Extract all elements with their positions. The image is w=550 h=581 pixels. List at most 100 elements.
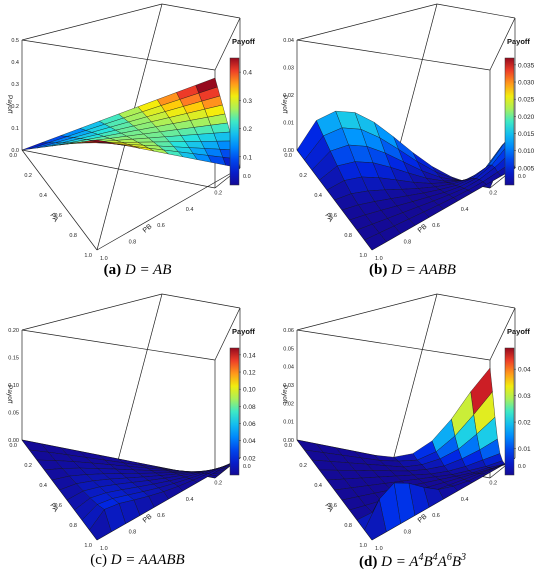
pb-tick-label: 0.8	[404, 530, 412, 536]
caption-formula-base: B	[451, 554, 461, 570]
pb-tick-label: 0.8	[129, 530, 137, 536]
colorbar: Payoff 0.4 0.3 0.2 0.1	[229, 37, 255, 186]
pa-axis-label: PA	[48, 502, 59, 514]
caption-formula-exponent: 4	[432, 552, 438, 563]
surface-cell	[89, 509, 112, 541]
colorbar-tick-label: 0.3	[243, 98, 252, 105]
box-edge	[296, 3, 438, 41]
pb-tick-label: 0.4	[461, 207, 469, 213]
z-tick-label: 0.15	[8, 356, 19, 362]
pa-tick-label: 1.0	[359, 253, 367, 259]
colorbar-tick-label: 0.005	[518, 165, 535, 172]
pa-tick-label: 0.0	[284, 153, 292, 159]
caption-formula-prefix: D =	[381, 554, 410, 570]
pa-tick-label: 0.8	[344, 523, 352, 529]
colorbar-gradient	[229, 347, 240, 476]
pb-tick-label: 0.0	[518, 464, 526, 470]
z-tick-label: 0.10	[8, 383, 19, 389]
pa-tick-label: 0.8	[344, 233, 352, 239]
colorbar-tick-label: 0.04	[518, 367, 531, 374]
colorbar-tick-label: 0.10	[243, 387, 256, 394]
colorbar-gradient	[504, 347, 515, 476]
caption-c: (c) D = AAABB	[0, 552, 275, 569]
pa-tick-label: 0.0	[9, 153, 17, 159]
z-tick-label: 0.04	[283, 365, 294, 371]
z-tick-label: 0.05	[8, 411, 19, 417]
pa-axis-label: PA	[48, 212, 59, 224]
surface-cell	[213, 131, 233, 142]
pa-tick-label: 0.2	[24, 173, 32, 179]
caption-letter: (d)	[359, 554, 378, 570]
z-axis: 0.5 0.4 0.3 0.2 0.1 0.0 Payoff	[6, 38, 19, 154]
pb-axis: 1.0 0.8 0.6 0.4 0.2 0.0 PB	[100, 464, 251, 550]
pb-axis: 1.0 0.8 0.6 0.4 0.2 0.0 PB	[375, 464, 526, 550]
panel-c: 0.20 0.15 0.10 0.05 0.00 Payoff 0.0 0.2 0.4 0.6 0.…	[0, 290, 275, 580]
colorbar-tick-label: 0.06	[243, 421, 256, 428]
pb-tick-label: 0.2	[214, 480, 222, 486]
pb-tick-label: 0.0	[518, 174, 526, 180]
panel-b: 0.04 0.03 0.02 0.01 0.00 Payoff 0.0 0.2 0.4 0.6 0.…	[275, 0, 550, 290]
pb-tick-label: 0.4	[186, 497, 194, 503]
z-axis: 0.06 0.05 0.04 0.03 0.02 0.01 0.00 Payoff	[281, 328, 294, 444]
box-edge	[436, 3, 516, 19]
pa-tick-label: 0.6	[329, 213, 337, 219]
colorbar-tick-label: 0.025	[518, 97, 535, 104]
pa-tick-label: 0.4	[314, 483, 322, 489]
pb-tick-label: 1.0	[375, 546, 383, 550]
axis-box	[21, 3, 241, 251]
caption-b: (b) D = AABB	[275, 262, 550, 279]
z-tick-label: 0.04	[283, 38, 294, 44]
surface-cell	[364, 498, 387, 541]
box-edge	[436, 293, 516, 309]
pb-tick-label: 1.0	[100, 546, 108, 550]
pa-tick-label: 0.8	[69, 233, 77, 239]
pa-tick-label: 0.2	[299, 463, 307, 469]
pb-tick-label: 0.0	[243, 464, 251, 470]
z-tick-label: 0.02	[283, 93, 294, 99]
colorbar-tick-label: 0.03	[518, 393, 531, 400]
pa-tick-label: 1.0	[84, 253, 92, 259]
surface-mesh	[21, 439, 241, 541]
z-axis: 0.20 0.15 0.10 0.05 0.00 Payoff	[6, 328, 19, 444]
pa-tick-label: 0.0	[9, 443, 17, 449]
z-tick-label: 0.00	[8, 438, 19, 444]
z-axis-label: Payoff	[281, 385, 288, 404]
surface-mesh	[296, 110, 516, 251]
pb-axis-label: PB	[142, 513, 154, 525]
z-axis-label: Payoff	[6, 385, 13, 404]
caption-formula: D = AB	[124, 262, 172, 278]
box-edge	[21, 3, 163, 41]
box-edge	[161, 293, 241, 309]
pa-tick-label: 0.2	[299, 173, 307, 179]
colorbar-tick-label: 0.2	[243, 126, 252, 133]
panel-a: 0.5 0.4 0.3 0.2 0.1 0.0 Payoff 0.0 0.2 0.4 0.6 0.8 1…	[0, 0, 275, 290]
surface-chart-d: 0.06 0.05 0.04 0.03 0.02 0.01 0.00 Payoff 0.0 0.2…	[281, 293, 531, 550]
pa-tick-label: 0.6	[54, 503, 62, 509]
z-tick-label: 0.02	[283, 401, 294, 407]
pa-tick-label: 0.6	[54, 213, 62, 219]
colorbar-tick-label: 0.08	[243, 404, 256, 411]
z-tick-label: 0.05	[283, 346, 294, 352]
pb-tick-label: 0.6	[157, 223, 165, 229]
colorbar-tick-label: 0.04	[243, 438, 256, 445]
pa-tick-label: 0.8	[69, 523, 77, 529]
z-tick-label: 0.5	[11, 38, 19, 44]
box-edge	[489, 17, 516, 71]
z-axis-label: Payoff	[281, 95, 288, 114]
pb-tick-label: 0.4	[186, 207, 194, 213]
box-edge	[21, 149, 98, 251]
pa-tick-label: 0.4	[314, 193, 322, 199]
surface-mesh	[21, 77, 241, 169]
colorbar-gradient	[504, 57, 515, 186]
surface-cell	[364, 232, 387, 251]
caption-formula: D = AAABB	[110, 552, 185, 568]
colorbar-tick-label: 0.02	[518, 420, 531, 427]
box-edge	[21, 293, 163, 331]
caption-d: (d) D = A4B4A6B3	[275, 552, 550, 571]
colorbar-tick-label: 0.015	[518, 131, 535, 138]
caption-letter: (b)	[369, 262, 388, 278]
caption-a: (a) D = AB	[0, 262, 275, 279]
box-edge	[296, 329, 491, 361]
box-edge	[296, 293, 438, 331]
